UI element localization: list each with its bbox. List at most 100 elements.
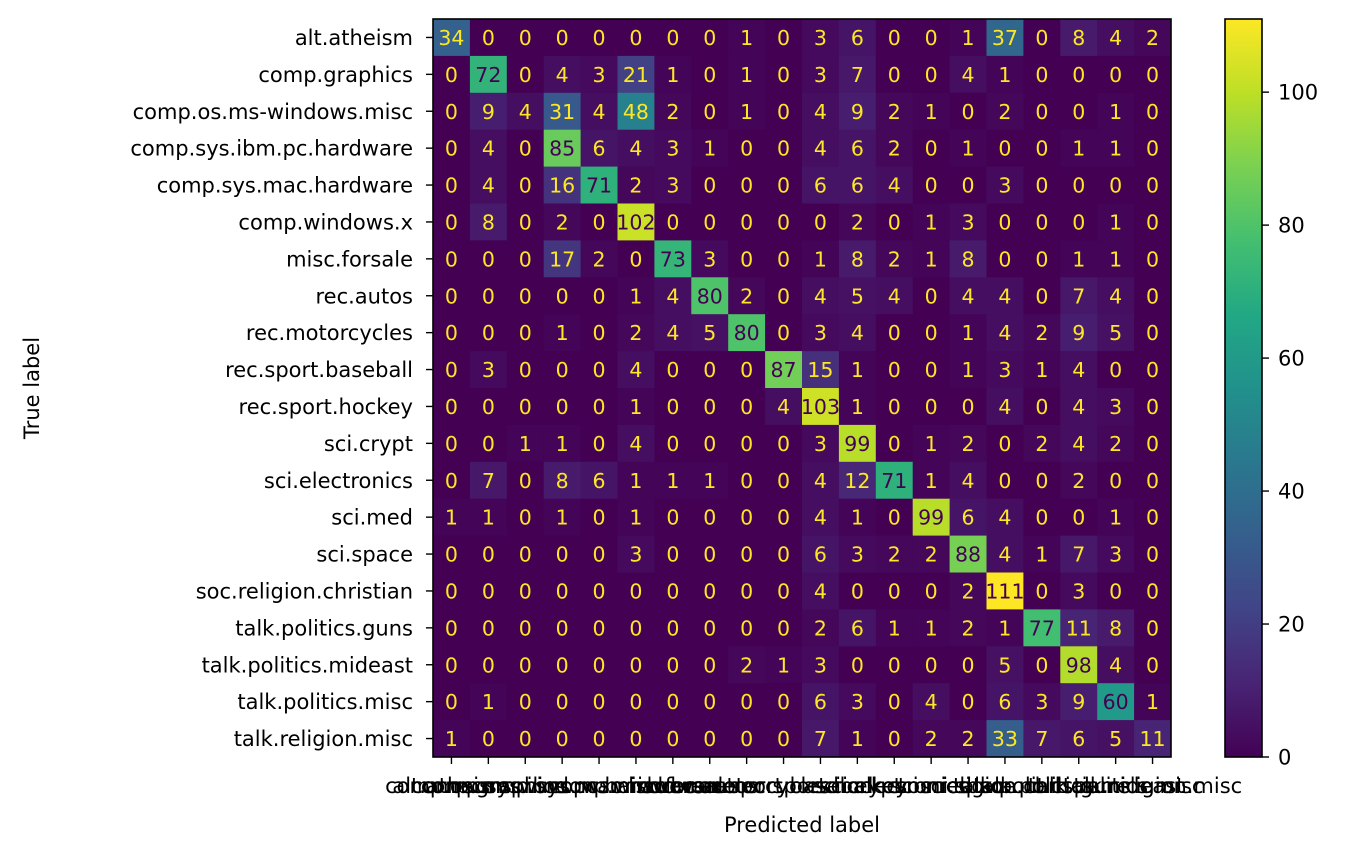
heatmap-cell-value: 0 bbox=[1146, 432, 1159, 456]
heatmap-cell bbox=[469, 461, 508, 500]
heatmap-cell-value: 0 bbox=[1035, 247, 1048, 271]
heatmap-cell-value: 11 bbox=[1140, 727, 1166, 751]
heatmap-cell-value: 0 bbox=[1146, 247, 1159, 271]
heatmap-cell-value: 0 bbox=[593, 579, 606, 603]
y-tick-label: comp.windows.x bbox=[238, 210, 413, 234]
heatmap-cell bbox=[802, 129, 840, 167]
heatmap-cell-value: 0 bbox=[740, 506, 753, 530]
heatmap-cell-value: 0 bbox=[1072, 210, 1085, 234]
heatmap-cell-value: 0 bbox=[998, 469, 1011, 493]
heatmap-cell bbox=[433, 19, 471, 57]
heatmap-cell-value: 111 bbox=[985, 579, 1024, 603]
heatmap-cell bbox=[802, 720, 840, 758]
heatmap-cell bbox=[912, 498, 950, 536]
heatmap-cell bbox=[802, 314, 840, 352]
heatmap-cell-value: 0 bbox=[925, 174, 938, 198]
heatmap-cell-value: 1 bbox=[556, 321, 569, 345]
heatmap-cell bbox=[1097, 388, 1135, 426]
heatmap-cell bbox=[580, 424, 618, 463]
heatmap-cell-value: 0 bbox=[629, 579, 642, 603]
heatmap-cell-value: 0 bbox=[1072, 174, 1085, 198]
heatmap-cells bbox=[433, 19, 1172, 758]
heatmap-cell-value: 1 bbox=[666, 63, 679, 87]
heatmap-cell bbox=[728, 683, 766, 721]
heatmap-cell-value: 0 bbox=[1146, 616, 1159, 640]
heatmap-cell-value: 0 bbox=[925, 653, 938, 677]
heatmap-cell bbox=[469, 240, 508, 278]
heatmap-cell bbox=[986, 424, 1024, 463]
heatmap-cell-value: 0 bbox=[1035, 284, 1048, 308]
heatmap-cell-value: 0 bbox=[445, 247, 458, 271]
x-tick-label: misc.forsale bbox=[609, 774, 736, 798]
heatmap-cell-value: 1 bbox=[962, 137, 975, 161]
heatmap-cell-value: 0 bbox=[519, 653, 532, 677]
colorbar-tick-label: 20 bbox=[1278, 613, 1305, 637]
heatmap-cell bbox=[543, 609, 581, 647]
heatmap-cell-value: 0 bbox=[1146, 321, 1159, 345]
heatmap-cell bbox=[949, 683, 987, 721]
heatmap-cell bbox=[543, 720, 581, 758]
heatmap-cell bbox=[765, 498, 803, 536]
heatmap-cell bbox=[728, 720, 766, 758]
heatmap-cell bbox=[543, 203, 581, 241]
heatmap-cell bbox=[912, 166, 950, 204]
heatmap-cell-value: 0 bbox=[1035, 137, 1048, 161]
heatmap-cell-value: 0 bbox=[777, 616, 790, 640]
heatmap-cell-value: 0 bbox=[445, 284, 458, 308]
y-tick-label: comp.sys.ibm.pc.hardware bbox=[130, 137, 413, 161]
heatmap-cell bbox=[728, 609, 766, 647]
heatmap-cell bbox=[617, 388, 655, 426]
heatmap-cell bbox=[580, 683, 618, 721]
heatmap-cell bbox=[1023, 92, 1061, 131]
heatmap-cell bbox=[1134, 314, 1172, 352]
heatmap-cell bbox=[543, 129, 581, 167]
heatmap-cell-value: 4 bbox=[556, 63, 569, 87]
heatmap-cell bbox=[728, 19, 766, 57]
x-tick-label: sci.space bbox=[920, 774, 1017, 798]
heatmap-cell-value: 0 bbox=[703, 543, 716, 567]
heatmap-cell-value: 0 bbox=[777, 247, 790, 271]
heatmap-cell-value: 0 bbox=[482, 616, 495, 640]
heatmap-cell-value: 2 bbox=[888, 543, 901, 567]
heatmap-cell bbox=[765, 166, 803, 204]
heatmap-cell bbox=[949, 720, 987, 758]
heatmap-cell-value: 1 bbox=[740, 100, 753, 124]
heatmap-cell-value: 0 bbox=[1146, 395, 1159, 419]
heatmap-cell-value: 0 bbox=[1035, 506, 1048, 530]
heatmap-cell bbox=[838, 166, 877, 204]
heatmap-cell-value: 0 bbox=[888, 321, 901, 345]
heatmap-cell-value: 0 bbox=[777, 543, 790, 567]
heatmap-cell-value: 4 bbox=[1109, 653, 1122, 677]
heatmap-cell bbox=[1097, 461, 1135, 500]
heatmap-cell bbox=[469, 388, 508, 426]
heatmap-cell bbox=[543, 314, 581, 352]
heatmap-cell-value: 1 bbox=[888, 616, 901, 640]
heatmap-cell bbox=[617, 424, 655, 463]
heatmap-cell bbox=[728, 388, 766, 426]
heatmap-cell-value: 8 bbox=[851, 247, 864, 271]
heatmap-cell bbox=[875, 535, 914, 573]
heatmap-cell bbox=[433, 683, 471, 721]
heatmap-cell-value: 0 bbox=[1035, 653, 1048, 677]
heatmap-cell bbox=[949, 166, 987, 204]
heatmap-cell-value: 6 bbox=[814, 543, 827, 567]
heatmap-cell-value: 3 bbox=[703, 247, 716, 271]
heatmap-cell-value: 0 bbox=[925, 26, 938, 50]
heatmap-cell bbox=[912, 609, 950, 647]
heatmap-cell-value: 4 bbox=[962, 63, 975, 87]
heatmap-cell bbox=[654, 203, 692, 241]
y-tick-label: rec.autos bbox=[315, 284, 413, 308]
heatmap-cell bbox=[1023, 498, 1061, 536]
heatmap-cell bbox=[728, 277, 766, 315]
heatmap-cell-value: 1 bbox=[482, 506, 495, 530]
heatmap-cell bbox=[506, 535, 545, 573]
heatmap-cell-value: 0 bbox=[1109, 174, 1122, 198]
heatmap-cell-value: 0 bbox=[777, 100, 790, 124]
y-tick-label: sci.space bbox=[316, 543, 413, 567]
heatmap-cell-value: 0 bbox=[445, 579, 458, 603]
heatmap-cell bbox=[728, 424, 766, 463]
x-axis-ticks: alt.atheismcomp.graphicscomp.os.ms-windo… bbox=[385, 757, 1242, 798]
heatmap-cell-value: 4 bbox=[593, 100, 606, 124]
heatmap-cell bbox=[1060, 19, 1098, 57]
